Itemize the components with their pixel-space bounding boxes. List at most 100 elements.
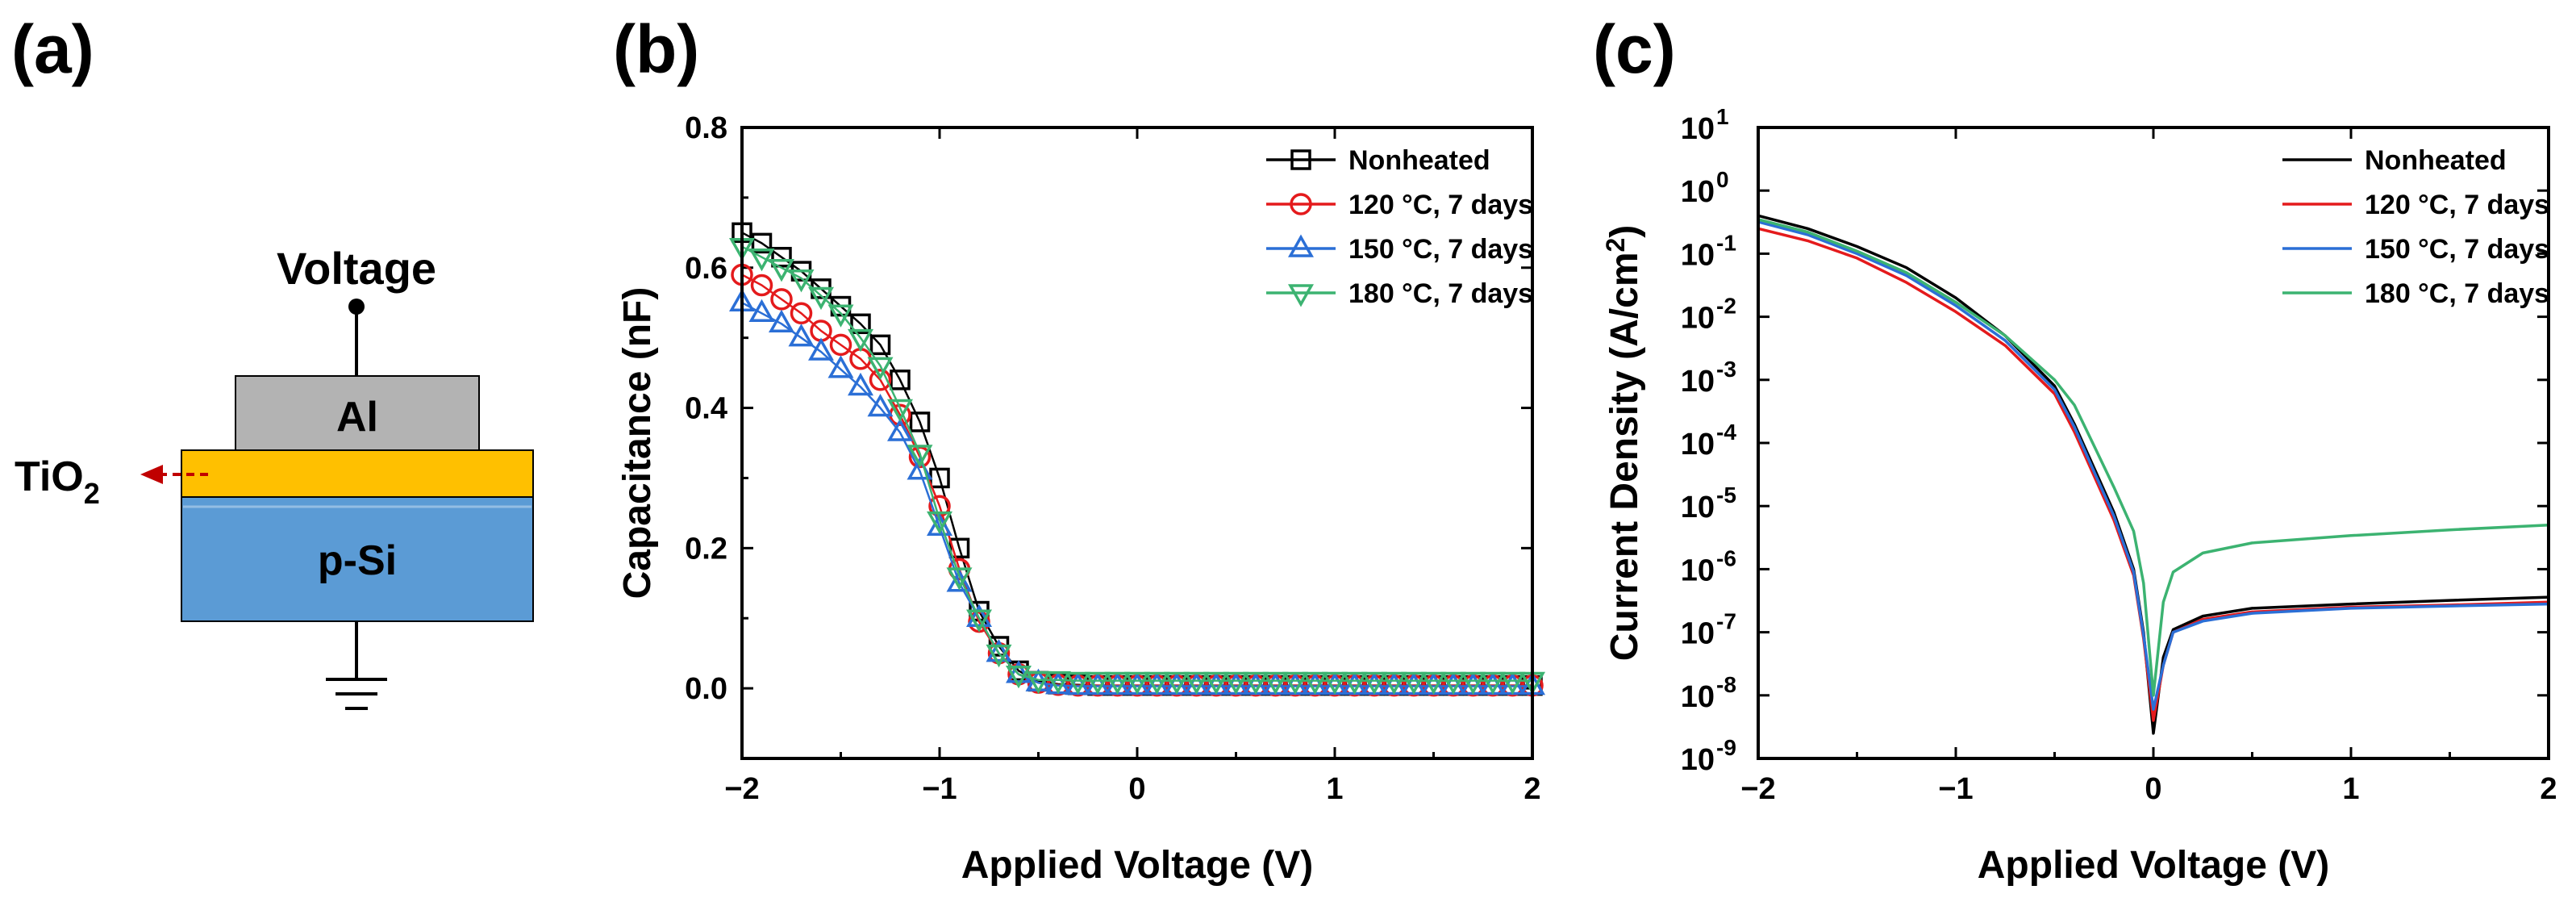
data-point-2 — [867, 393, 894, 417]
data-point-3 — [1006, 665, 1032, 689]
data-point-3 — [1104, 671, 1131, 696]
data-point-3 — [907, 445, 933, 468]
x-tick-label: −2 — [724, 772, 759, 806]
data-point-2 — [966, 604, 992, 627]
al-label: Al — [336, 394, 378, 441]
y-tick-label: 0.6 — [685, 252, 727, 286]
data-point-3 — [1420, 671, 1447, 696]
legend-label-3: 180 °C, 7 days — [2365, 278, 2549, 309]
legend-marker-1 — [1290, 193, 1312, 215]
legend-marker-0 — [1290, 149, 1311, 170]
y-tick-label: 10 — [1681, 175, 1715, 209]
data-point-3 — [1183, 671, 1210, 696]
data-point-3 — [1361, 671, 1387, 696]
y-tick-label: 0.4 — [685, 392, 727, 426]
data-point-3 — [1164, 671, 1190, 696]
p-si-label: p-Si — [318, 537, 397, 584]
data-point-2 — [1006, 660, 1032, 683]
data-point-3 — [1381, 671, 1407, 696]
legend-label-3: 180 °C, 7 days — [1348, 278, 1533, 309]
chart-b-tick-labels: −2 −1 0 1 2 0.0 0.2 0.4 0.6 0.8 — [685, 111, 1540, 806]
data-point-2 — [986, 639, 1012, 662]
data-point-2 — [887, 418, 913, 441]
chart-b-legend: Nonheated 120 °C, 7 days 150 °C, 7 days 180… — [1266, 145, 1533, 309]
chart-c-x-axis-label: Applied Voltage (V) — [1978, 844, 2329, 887]
data-point-3 — [946, 567, 973, 591]
y-tick-exponent: -4 — [1716, 420, 1736, 445]
chart-b-y-axis-label: Capacitance (nF) — [616, 287, 659, 599]
data-point-0 — [909, 411, 931, 432]
x-tick-label: 2 — [2540, 772, 2557, 806]
y-tick-label: 10 — [1681, 365, 1715, 399]
data-point-3 — [1144, 671, 1170, 696]
data-point-3 — [1282, 671, 1308, 696]
tio2-label: TiO2 — [15, 453, 100, 510]
data-point-3 — [1401, 671, 1427, 696]
data-point-3 — [966, 609, 992, 633]
data-point-3 — [1460, 671, 1486, 696]
y-tick-label: 0.2 — [685, 532, 727, 566]
y-tick-exponent: -7 — [1716, 609, 1736, 634]
y-tick-label: 10 — [1681, 238, 1715, 272]
data-point-2 — [827, 355, 854, 378]
al-electrode-layer — [235, 375, 480, 451]
chart-c-series — [1757, 214, 2549, 735]
data-point-3 — [788, 269, 815, 293]
data-point-3 — [1223, 671, 1249, 696]
panel-b: (b) −2 −1 0 1 2 0.0 0.2 0.4 0.6 0.8 Applied Volta… — [613, 11, 1545, 887]
data-point-3 — [1025, 670, 1052, 695]
chart-b-plot-frame — [740, 126, 1534, 760]
tio2-pointer-arrow — [140, 465, 208, 484]
y-tick-label: 10 — [1681, 491, 1715, 524]
data-point-2 — [927, 512, 952, 537]
data-point-3 — [1302, 671, 1328, 696]
chart-b-series — [729, 222, 1545, 697]
chart-c-y-axis-label: Current Density (A/cm2) — [1601, 225, 1646, 662]
legend-marker-2 — [1288, 234, 1314, 257]
data-point-1 — [869, 369, 892, 391]
data-point-3 — [808, 286, 834, 311]
x-tick-label: 2 — [1524, 772, 1540, 806]
y-tick-exponent: -3 — [1716, 357, 1736, 382]
y-tick-label: 10 — [1681, 617, 1715, 651]
data-point-3 — [1124, 671, 1150, 696]
y-tick-label: 0.0 — [685, 672, 727, 706]
data-point-3 — [986, 644, 1012, 668]
data-point-3 — [1341, 671, 1368, 696]
legend-label-0: Nonheated — [2365, 145, 2507, 176]
data-point-0 — [850, 313, 871, 335]
data-point-3 — [867, 357, 894, 380]
panel-letter-c: (c) — [1593, 11, 1676, 87]
data-point-2 — [788, 324, 815, 347]
data-point-3 — [1243, 671, 1269, 696]
legend-label-2: 150 °C, 7 days — [1348, 234, 1533, 265]
data-point-3 — [927, 511, 952, 535]
data-point-3 — [1440, 671, 1466, 696]
legend-label-1: 120 °C, 7 days — [2365, 190, 2549, 220]
panel-c: (c) −2 −1 0 1 210 -910 -810 -710 -610 -510 -410 -31… — [1593, 11, 2557, 887]
legend-label-1: 120 °C, 7 days — [1348, 190, 1533, 220]
y-tick-label: 10 — [1681, 428, 1715, 462]
x-tick-label: −2 — [1740, 772, 1775, 806]
data-point-2 — [748, 299, 775, 323]
y-tick-exponent: -6 — [1716, 545, 1736, 570]
data-point-0 — [771, 246, 792, 268]
legend-label-2: 150 °C, 7 days — [2365, 234, 2549, 265]
x-tick-label: 1 — [2342, 772, 2359, 806]
legend-label-0: Nonheated — [1348, 145, 1490, 176]
data-point-3 — [769, 259, 794, 282]
x-tick-label: 1 — [1326, 772, 1343, 806]
chart-c-legend: Nonheated 120 °C, 7 days 150 °C, 7 days 180… — [2282, 145, 2549, 309]
x-tick-label: 0 — [2145, 772, 2161, 806]
chart-c-ticks — [1757, 126, 2550, 760]
data-point-3 — [1480, 671, 1506, 696]
chart-b-ticks — [740, 126, 1534, 758]
panel-letter-b: (b) — [613, 11, 699, 87]
data-point-3 — [1203, 671, 1229, 696]
data-point-3 — [848, 328, 873, 353]
y-tick-exponent: 0 — [1716, 167, 1729, 192]
data-point-3 — [1085, 671, 1111, 696]
x-tick-label: −1 — [1938, 772, 1973, 806]
y-tick-exponent: -2 — [1716, 294, 1736, 319]
y-tick-label: 0.8 — [685, 111, 727, 145]
